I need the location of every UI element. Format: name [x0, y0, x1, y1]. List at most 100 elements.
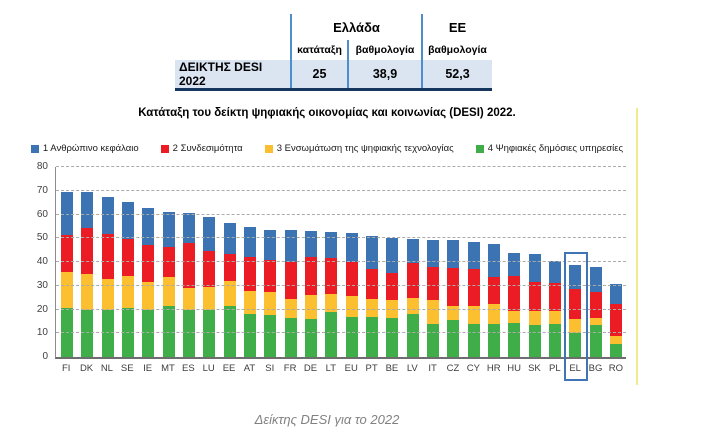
- stacked-bar: [244, 167, 257, 357]
- bar-column-ES: [179, 167, 199, 357]
- y-tick-label: 10: [36, 327, 48, 339]
- legend-label: 3 Ενσωμάτωση της ψηφιακής τεχνολογίας: [276, 143, 454, 154]
- y-tick-label: 0: [42, 351, 48, 362]
- stacked-bar: [345, 167, 358, 357]
- x-label-LU: LU: [202, 363, 215, 374]
- bar-segment: [589, 317, 602, 325]
- bar-segment: [488, 323, 501, 357]
- bar-column-HR: [484, 167, 504, 357]
- x-label-FR: FR: [283, 363, 297, 374]
- bar-segment: [386, 317, 399, 357]
- stacked-bar: [81, 167, 94, 357]
- gridline: [56, 166, 626, 167]
- bar-segment: [366, 236, 379, 270]
- bar-segment: [203, 309, 216, 357]
- bar-column-HU: [504, 167, 524, 357]
- bar-segment: [366, 298, 379, 317]
- bar-segment: [386, 237, 399, 273]
- gridline: [56, 284, 626, 286]
- bar-segment: [101, 309, 114, 357]
- stacked-bar: [467, 167, 480, 357]
- bar-segment: [610, 335, 623, 344]
- bar-segment: [162, 277, 175, 306]
- bar-segment: [284, 298, 297, 318]
- x-label-MT: MT: [161, 363, 175, 374]
- bar-segment: [488, 303, 501, 324]
- legend-label: 2 Συνδεσιμότητα: [172, 143, 243, 154]
- y-tick-label: 50: [36, 232, 48, 244]
- bar-column-CZ: [443, 167, 463, 357]
- bar-segment: [447, 320, 460, 357]
- bar-segment: [61, 271, 74, 309]
- y-axis: 0 10 20 30 40 50 60 70 80: [28, 162, 55, 362]
- bar-column-EE: [220, 167, 240, 357]
- bar-segment: [284, 262, 297, 299]
- bar-segment: [508, 310, 521, 323]
- bar-column-SK: [525, 167, 545, 357]
- x-label-LV: LV: [406, 363, 418, 374]
- stacked-bar: [142, 167, 155, 357]
- bars-container: [57, 167, 626, 381]
- bar-column-LT: [321, 167, 341, 357]
- bar-segment: [142, 309, 155, 357]
- eu-group-header: ΕΕ: [421, 14, 492, 40]
- eu-score-column-header: βαθμολογία: [421, 40, 492, 60]
- stacked-bar: [264, 167, 277, 357]
- bar-segment: [549, 323, 562, 357]
- x-label-RO: RO: [608, 363, 623, 374]
- stacked-bar: [488, 167, 501, 357]
- desi-chart: Κατάταξη του δείκτη ψηφιακής οικονομίας …: [28, 106, 626, 381]
- bar-segment: [528, 282, 541, 311]
- x-label-DE: DE: [303, 363, 318, 374]
- bar-segment: [508, 322, 521, 357]
- legend-swatch-icon: [264, 144, 273, 153]
- bar-segment: [162, 212, 175, 247]
- bar-segment: [223, 305, 236, 357]
- x-label-SK: SK: [528, 363, 541, 374]
- y-tick-label: 70: [36, 184, 48, 196]
- stacked-bar: [61, 167, 74, 357]
- bar-column-PT: [362, 167, 382, 357]
- bar-segment: [325, 311, 338, 357]
- legend-item-2: 2 Συνδεσιμότητα: [160, 143, 243, 154]
- bar-segment: [101, 196, 114, 234]
- bar-segment: [142, 208, 155, 246]
- bar-column-RO: [606, 167, 626, 357]
- stacked-bar: [203, 167, 216, 357]
- bar-segment: [264, 291, 277, 316]
- bar-column-IT: [423, 167, 443, 357]
- legend-swatch-icon: [160, 144, 169, 153]
- x-axis-labels: FI DK NL SE IE MT ES LU EE AT SI FR DE LT EU PT BE LV IT CZ…: [56, 363, 626, 374]
- x-label-EL: EL: [569, 363, 581, 374]
- stacked-bar: [386, 167, 399, 357]
- bar-segment: [610, 303, 623, 336]
- stacked-bar: [508, 167, 521, 357]
- bar-segment: [549, 260, 562, 284]
- bar-column-MT: [159, 167, 179, 357]
- bar-segment: [264, 315, 277, 357]
- bar-segment: [264, 230, 277, 260]
- bar-segment: [488, 244, 501, 278]
- bar-segment: [223, 222, 236, 254]
- x-label-PT: PT: [365, 363, 378, 374]
- bar-segment: [569, 319, 582, 334]
- gridline: [56, 332, 626, 334]
- stacked-bar: [610, 167, 623, 357]
- x-label-HU: HU: [507, 363, 521, 374]
- bar-segment: [427, 300, 440, 324]
- stacked-bar: [427, 167, 440, 357]
- bar-segment: [305, 319, 318, 357]
- bar-segment: [528, 324, 541, 357]
- bar-segment: [589, 291, 602, 318]
- stacked-bar: [528, 167, 541, 357]
- bar-segment: [366, 316, 379, 357]
- bar-segment: [467, 269, 480, 306]
- stacked-bar: [447, 167, 460, 357]
- bar-segment: [508, 252, 521, 277]
- legend-swatch-icon: [30, 144, 39, 153]
- bar-column-SI: [260, 167, 280, 357]
- bar-segment: [203, 286, 216, 310]
- bar-segment: [610, 284, 623, 304]
- x-label-DK: DK: [79, 363, 94, 374]
- x-label-CZ: CZ: [446, 363, 460, 374]
